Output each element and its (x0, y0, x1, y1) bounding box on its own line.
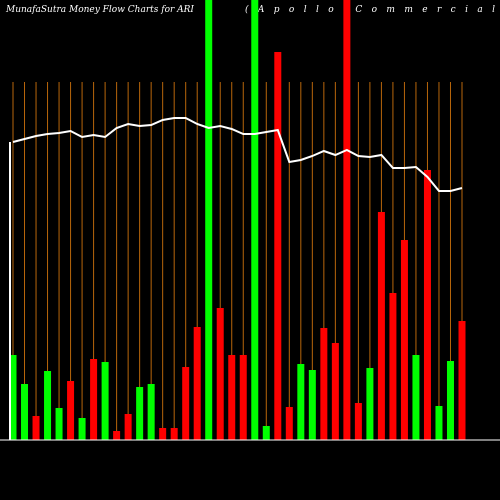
bar (354, 403, 362, 440)
bar (101, 362, 109, 440)
bar (193, 327, 201, 440)
bar (228, 355, 236, 440)
bar (377, 212, 385, 440)
bar (170, 428, 178, 440)
bar (32, 416, 40, 440)
money-flow-line (12, 117, 463, 192)
bar (9, 355, 17, 440)
bar (182, 367, 190, 440)
bar (205, 0, 213, 440)
bar (147, 384, 155, 440)
bar (113, 431, 121, 440)
bar (67, 381, 75, 440)
bar (400, 240, 408, 440)
bar (343, 0, 351, 440)
bar (124, 414, 132, 440)
bar (55, 408, 63, 440)
bar (331, 343, 339, 440)
bar (412, 355, 420, 440)
chart-subtitle: (Apollo Commercial (245, 4, 495, 15)
bar (262, 426, 270, 440)
bar (423, 170, 431, 440)
bar (366, 368, 374, 440)
bar (308, 370, 316, 440)
bar (251, 0, 259, 440)
bar (90, 359, 98, 440)
bar (285, 407, 293, 440)
bar (274, 52, 282, 440)
bar (297, 364, 305, 440)
bar (21, 384, 29, 440)
bar (446, 361, 454, 440)
bar (159, 428, 167, 440)
bar (458, 321, 466, 440)
bar (389, 293, 397, 440)
bar (78, 418, 86, 440)
bar (136, 387, 144, 440)
chart-title: MunafaSutra Money Flow Charts for ARI (5, 5, 194, 15)
bar (216, 308, 224, 440)
bar (44, 371, 52, 440)
bar (320, 328, 328, 440)
bar (239, 355, 247, 440)
bar (435, 406, 443, 440)
